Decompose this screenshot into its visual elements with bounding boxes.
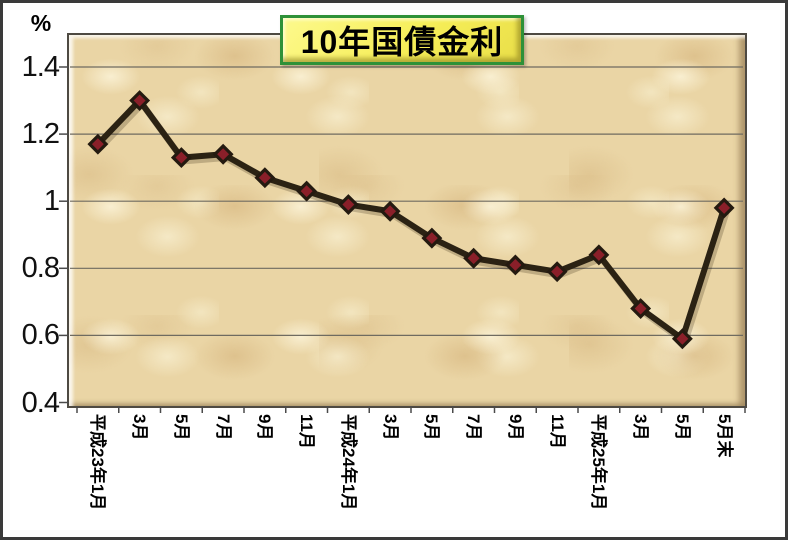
chart-title: 10年国債金利 xyxy=(280,15,524,65)
plot-area xyxy=(67,33,747,408)
y-tick-label: 1.4 xyxy=(21,51,60,83)
x-tick-label: 7月 xyxy=(464,414,484,441)
x-tick-label: 7月 xyxy=(213,414,233,441)
x-tick-label: 平成25年1月 xyxy=(589,414,609,511)
x-tick-label: 5月 xyxy=(672,414,692,441)
x-tick-label: 3月 xyxy=(631,414,651,441)
x-tick-label: 平成23年1月 xyxy=(88,414,108,511)
x-tick-label: 3月 xyxy=(380,414,400,441)
y-tick-label: 0.4 xyxy=(21,386,60,419)
y-tick-label: 0.8 xyxy=(21,252,60,285)
x-tick-label: 平成24年1月 xyxy=(338,414,358,511)
x-tick-label: 9月 xyxy=(255,414,275,441)
y-tick-label: 0.6 xyxy=(21,319,60,352)
chart-title-text: 10年国債金利 xyxy=(300,24,504,60)
x-tick-label: 11月 xyxy=(547,414,567,449)
x-tick-label: 5月 xyxy=(422,414,442,441)
y-tick-label: 1 xyxy=(43,185,60,218)
x-tick-label: 5月末 xyxy=(714,414,734,458)
x-tick-label: 3月 xyxy=(130,414,150,441)
x-tick-label: 5月 xyxy=(171,414,191,441)
x-tick-label: 9月 xyxy=(505,414,525,441)
y-axis-unit-label: % xyxy=(30,10,52,36)
y-tick-label: 1.2 xyxy=(21,118,60,151)
x-tick-label: 11月 xyxy=(297,414,317,449)
